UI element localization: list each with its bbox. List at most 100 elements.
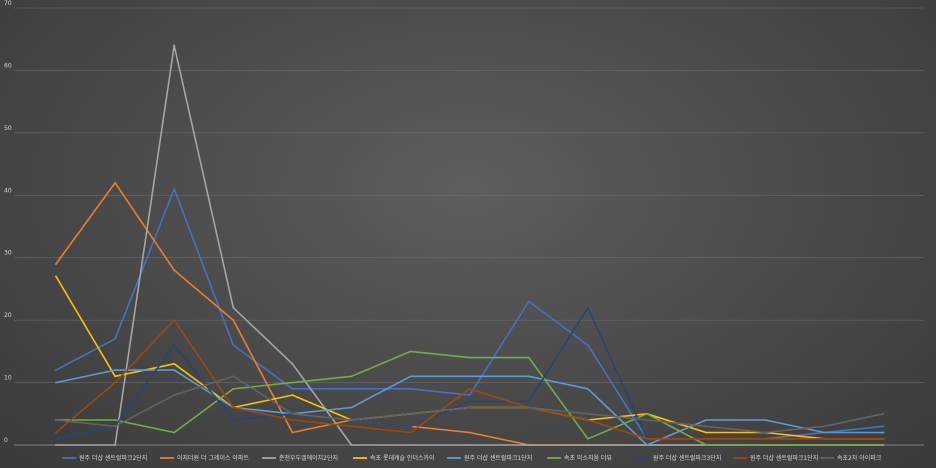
data-point [350, 425, 353, 428]
data-point [705, 437, 707, 440]
data-point [55, 419, 57, 421]
legend-item: 속초2차 아이파크 [820, 454, 882, 462]
data-point [468, 400, 471, 403]
data-point [764, 419, 767, 421]
legend-item: 원주 더샵 센트럴파크1단지 [733, 454, 818, 462]
data-point [350, 419, 353, 421]
data-point [468, 406, 471, 409]
data-point [646, 419, 648, 421]
data-point [705, 425, 707, 428]
data-point [291, 362, 294, 365]
y-tick-label: 0 [4, 437, 8, 444]
data-point [587, 419, 589, 421]
data-point [587, 444, 589, 446]
legend-item: 속초 롯데캐슬 인더스카이 [353, 454, 435, 462]
series-line-6 [55, 350, 885, 446]
data-point [409, 425, 412, 428]
data-point [114, 337, 116, 340]
y-tick-label: 30 [4, 250, 12, 257]
data-point [173, 369, 176, 371]
data-point [468, 375, 471, 378]
data-point [882, 444, 885, 446]
data-point [409, 350, 412, 353]
data-point [468, 387, 471, 390]
y-axis-ticks: 0 10 20 30 40 50 60 70 [4, 0, 12, 444]
legend-label: 춘천우두엘에이치2단지 [279, 454, 338, 462]
data-point [764, 444, 767, 446]
data-point [114, 419, 116, 421]
legend-label: 속초 미소지움 더뷰 [564, 454, 612, 462]
y-tick-label: 50 [4, 125, 12, 132]
data-point [705, 444, 707, 446]
data-point [527, 406, 530, 409]
y-tick-label: 20 [4, 312, 12, 319]
data-point [291, 387, 294, 390]
data-point [232, 344, 235, 347]
data-point [350, 406, 353, 409]
data-point [173, 269, 176, 272]
data-point [646, 412, 648, 415]
y-tick-label: 10 [4, 375, 12, 382]
data-point [882, 425, 885, 428]
data-point [350, 375, 353, 378]
data-point [291, 419, 294, 421]
series-line-2 [55, 182, 885, 446]
data-point [882, 431, 885, 434]
data-point [823, 444, 826, 446]
data-point [409, 431, 412, 434]
data-point [646, 437, 648, 440]
data-point [646, 444, 648, 446]
data-point [527, 300, 530, 303]
data-point [468, 444, 471, 446]
data-point [527, 400, 530, 403]
data-point [587, 437, 589, 440]
data-point [882, 412, 885, 415]
data-point [114, 425, 116, 428]
data-point [705, 431, 707, 434]
data-point [173, 362, 176, 365]
data-point [468, 394, 471, 396]
legend-label: 원주 더샵 센트럴파크3단지 [653, 454, 721, 462]
legend-label: 이지더원 더 그레이스 아파트 [177, 454, 249, 462]
data-point [291, 431, 294, 434]
data-point [409, 412, 412, 415]
data-point [232, 419, 235, 421]
y-tick-label: 70 [4, 0, 12, 7]
data-point [587, 306, 589, 309]
data-point [173, 344, 176, 347]
data-point [823, 431, 826, 434]
data-point [232, 406, 235, 409]
data-point [173, 394, 176, 396]
data-point [55, 444, 57, 446]
data-point [114, 381, 116, 384]
data-point [55, 381, 57, 384]
series-line-9 [55, 375, 885, 434]
data-point [409, 444, 412, 446]
data-point [55, 431, 57, 434]
data-point [291, 412, 294, 415]
data-point [55, 369, 57, 371]
data-point [114, 181, 116, 184]
data-point [291, 394, 294, 396]
grid-lines [14, 7, 924, 446]
data-point [114, 375, 116, 378]
data-point [173, 44, 176, 47]
legend: 원주 더샵 센트럴파크2단지 이지더원 더 그레이스 아파트 춘천우두엘에이치2단지… [62, 454, 882, 462]
data-point [173, 188, 176, 190]
data-point [114, 369, 116, 371]
data-point [55, 275, 57, 278]
legend-label: 원주 더샵 센트럴파크1단지 [464, 454, 532, 462]
data-point [409, 375, 412, 378]
data-point [468, 431, 471, 434]
data-point [232, 387, 235, 390]
data-point [55, 437, 57, 440]
data-point [764, 437, 767, 440]
data-point [823, 425, 826, 428]
legend-item: 춘천우두엘에이치2단지 [262, 454, 338, 462]
legend-item: 원주 더샵 센트럴파크3단지 [636, 454, 721, 462]
data-point [527, 444, 530, 446]
data-point [587, 344, 589, 347]
series-line-8 [55, 319, 885, 440]
legend-item: 이지더원 더 그레이스 아파트 [160, 454, 249, 462]
